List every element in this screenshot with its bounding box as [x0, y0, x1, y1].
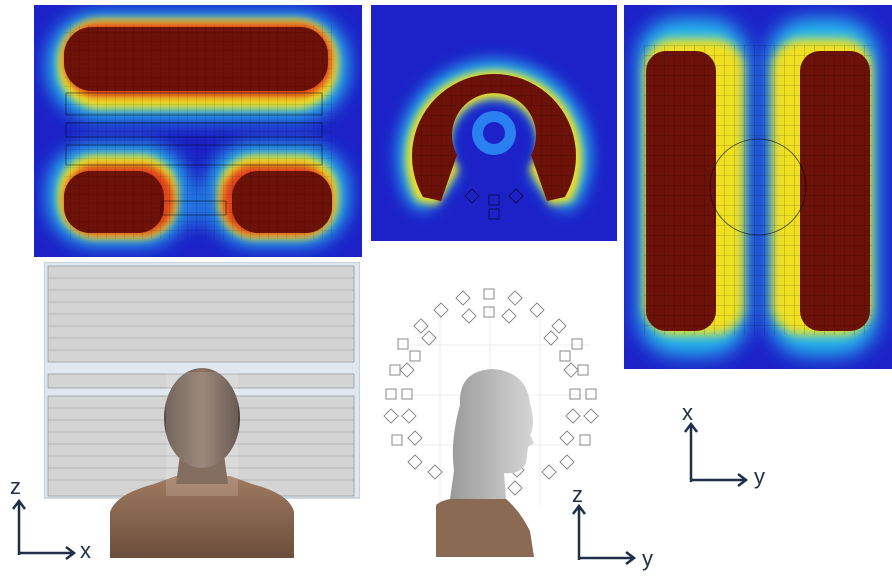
coil-front-view	[44, 262, 360, 558]
field-map-front	[34, 5, 362, 257]
field-map-top	[624, 5, 892, 369]
field-map-side	[371, 5, 617, 241]
coil-side-view	[383, 288, 599, 557]
axis-label-side-horizontal: y	[642, 546, 653, 571]
axis-label-top-vertical: x	[682, 400, 693, 425]
axis-arrows-side	[572, 503, 637, 565]
axis-label-top-horizontal: y	[754, 464, 765, 489]
axis-arrows-top	[684, 421, 749, 487]
axis-arrows-front	[12, 498, 77, 560]
axis-label-front-vertical: z	[10, 474, 21, 499]
axis-label-front-horizontal: x	[80, 538, 91, 563]
axis-label-side-vertical: z	[572, 482, 583, 507]
